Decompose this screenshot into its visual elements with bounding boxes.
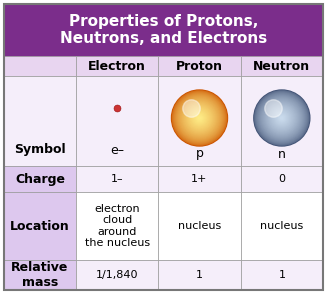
Bar bbox=[241, 76, 323, 166]
Bar bbox=[4, 4, 323, 56]
Circle shape bbox=[257, 93, 307, 143]
Circle shape bbox=[269, 105, 295, 131]
Text: Electron: Electron bbox=[88, 59, 146, 72]
Circle shape bbox=[197, 115, 202, 121]
Bar bbox=[4, 192, 76, 260]
Circle shape bbox=[185, 104, 214, 132]
Bar bbox=[76, 260, 158, 290]
Circle shape bbox=[173, 91, 227, 145]
Bar bbox=[76, 192, 158, 260]
Circle shape bbox=[180, 98, 219, 138]
Text: Relative
mass: Relative mass bbox=[11, 261, 69, 289]
Text: Charge: Charge bbox=[15, 173, 65, 186]
Circle shape bbox=[262, 98, 302, 138]
Circle shape bbox=[279, 115, 285, 121]
Circle shape bbox=[192, 110, 208, 126]
Circle shape bbox=[258, 94, 306, 142]
Circle shape bbox=[259, 95, 305, 141]
Text: nucleus: nucleus bbox=[178, 221, 221, 231]
Bar bbox=[241, 260, 323, 290]
Circle shape bbox=[178, 96, 221, 140]
Text: 0: 0 bbox=[278, 174, 285, 184]
Circle shape bbox=[175, 93, 225, 143]
Bar bbox=[158, 260, 241, 290]
Circle shape bbox=[271, 107, 293, 129]
Text: Symbol: Symbol bbox=[14, 143, 66, 157]
Circle shape bbox=[273, 109, 291, 127]
Text: electron
cloud
around
the nucleus: electron cloud around the nucleus bbox=[85, 204, 150, 248]
Bar bbox=[76, 166, 158, 192]
Bar bbox=[76, 56, 158, 76]
Circle shape bbox=[254, 90, 310, 146]
Circle shape bbox=[191, 109, 209, 127]
Circle shape bbox=[277, 113, 287, 123]
Bar bbox=[4, 76, 76, 166]
Bar bbox=[76, 76, 158, 166]
Circle shape bbox=[256, 92, 308, 144]
Circle shape bbox=[174, 92, 226, 144]
Circle shape bbox=[264, 100, 300, 136]
Circle shape bbox=[274, 110, 290, 126]
Text: 1+: 1+ bbox=[191, 174, 208, 184]
Circle shape bbox=[171, 90, 228, 146]
Text: 1–: 1– bbox=[111, 174, 124, 184]
Text: Properties of Protons,
Neutrons, and Electrons: Properties of Protons, Neutrons, and Ele… bbox=[60, 14, 267, 46]
Circle shape bbox=[281, 117, 283, 119]
Text: Location: Location bbox=[10, 219, 70, 233]
Circle shape bbox=[184, 103, 215, 133]
Circle shape bbox=[265, 101, 299, 135]
Circle shape bbox=[267, 103, 297, 133]
Circle shape bbox=[194, 112, 205, 124]
Circle shape bbox=[275, 111, 289, 125]
Circle shape bbox=[176, 94, 223, 142]
Circle shape bbox=[255, 91, 309, 145]
Circle shape bbox=[196, 114, 203, 122]
Circle shape bbox=[198, 116, 201, 120]
Circle shape bbox=[198, 117, 200, 119]
Circle shape bbox=[270, 106, 294, 130]
Circle shape bbox=[263, 99, 301, 137]
Circle shape bbox=[186, 105, 213, 131]
Circle shape bbox=[177, 95, 222, 141]
Bar bbox=[241, 166, 323, 192]
Text: 1: 1 bbox=[196, 270, 203, 280]
Circle shape bbox=[187, 106, 212, 130]
Circle shape bbox=[193, 111, 206, 125]
Text: n: n bbox=[278, 148, 286, 160]
Bar bbox=[4, 260, 76, 290]
Circle shape bbox=[268, 104, 296, 132]
Text: Proton: Proton bbox=[176, 59, 223, 72]
Bar bbox=[241, 56, 323, 76]
Circle shape bbox=[195, 113, 204, 123]
Circle shape bbox=[181, 99, 218, 137]
Circle shape bbox=[276, 112, 288, 124]
Text: 1/1,840: 1/1,840 bbox=[96, 270, 138, 280]
Text: e–: e– bbox=[110, 143, 124, 157]
Circle shape bbox=[181, 100, 217, 136]
Circle shape bbox=[188, 107, 211, 129]
Circle shape bbox=[183, 102, 215, 134]
Bar bbox=[158, 76, 241, 166]
Bar bbox=[158, 192, 241, 260]
Circle shape bbox=[260, 96, 304, 140]
Bar bbox=[241, 192, 323, 260]
Bar bbox=[158, 56, 241, 76]
Circle shape bbox=[261, 97, 303, 139]
Circle shape bbox=[278, 114, 286, 122]
Bar bbox=[158, 166, 241, 192]
Circle shape bbox=[272, 108, 292, 128]
Circle shape bbox=[190, 108, 210, 128]
Bar bbox=[4, 56, 76, 76]
Circle shape bbox=[266, 102, 298, 134]
Text: Neutron: Neutron bbox=[253, 59, 310, 72]
Circle shape bbox=[179, 97, 220, 139]
Bar bbox=[4, 166, 76, 192]
Text: 1: 1 bbox=[278, 270, 285, 280]
Circle shape bbox=[280, 116, 284, 120]
Text: p: p bbox=[196, 148, 203, 160]
Circle shape bbox=[182, 101, 216, 135]
Text: nucleus: nucleus bbox=[260, 221, 303, 231]
